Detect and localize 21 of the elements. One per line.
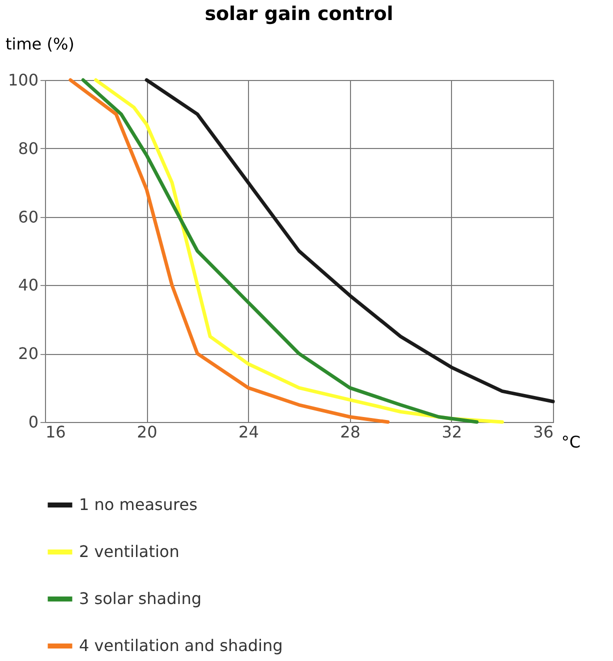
- legend-label: 1 no measures: [79, 495, 198, 514]
- y-tick-label: 100: [8, 70, 38, 90]
- x-tick-label: 20: [136, 422, 158, 442]
- y-tick-label: 40: [18, 276, 38, 295]
- y-tick-label: 0: [28, 412, 38, 432]
- x-tick-label: 36: [533, 422, 554, 442]
- line-series: [68, 78, 390, 424]
- chart-title: solar gain control: [204, 3, 394, 25]
- y-tick-label: 60: [18, 207, 38, 226]
- legend-label: 4 ventilation and shading: [79, 636, 283, 655]
- x-axis-title: °C: [561, 432, 580, 452]
- legend-label: 2 ventilation: [79, 542, 180, 561]
- line-series: [144, 78, 555, 404]
- x-tick-label: 16: [46, 422, 66, 442]
- x-tick-label: 28: [340, 422, 360, 442]
- y-tick-label: 20: [18, 344, 38, 364]
- y-tick-label: 80: [18, 138, 38, 158]
- x-tick-label: 32: [442, 422, 462, 442]
- y-axis-title: time (%): [6, 34, 74, 54]
- legend-label: 3 solar shading: [79, 589, 202, 608]
- x-tick-label: 24: [238, 422, 259, 442]
